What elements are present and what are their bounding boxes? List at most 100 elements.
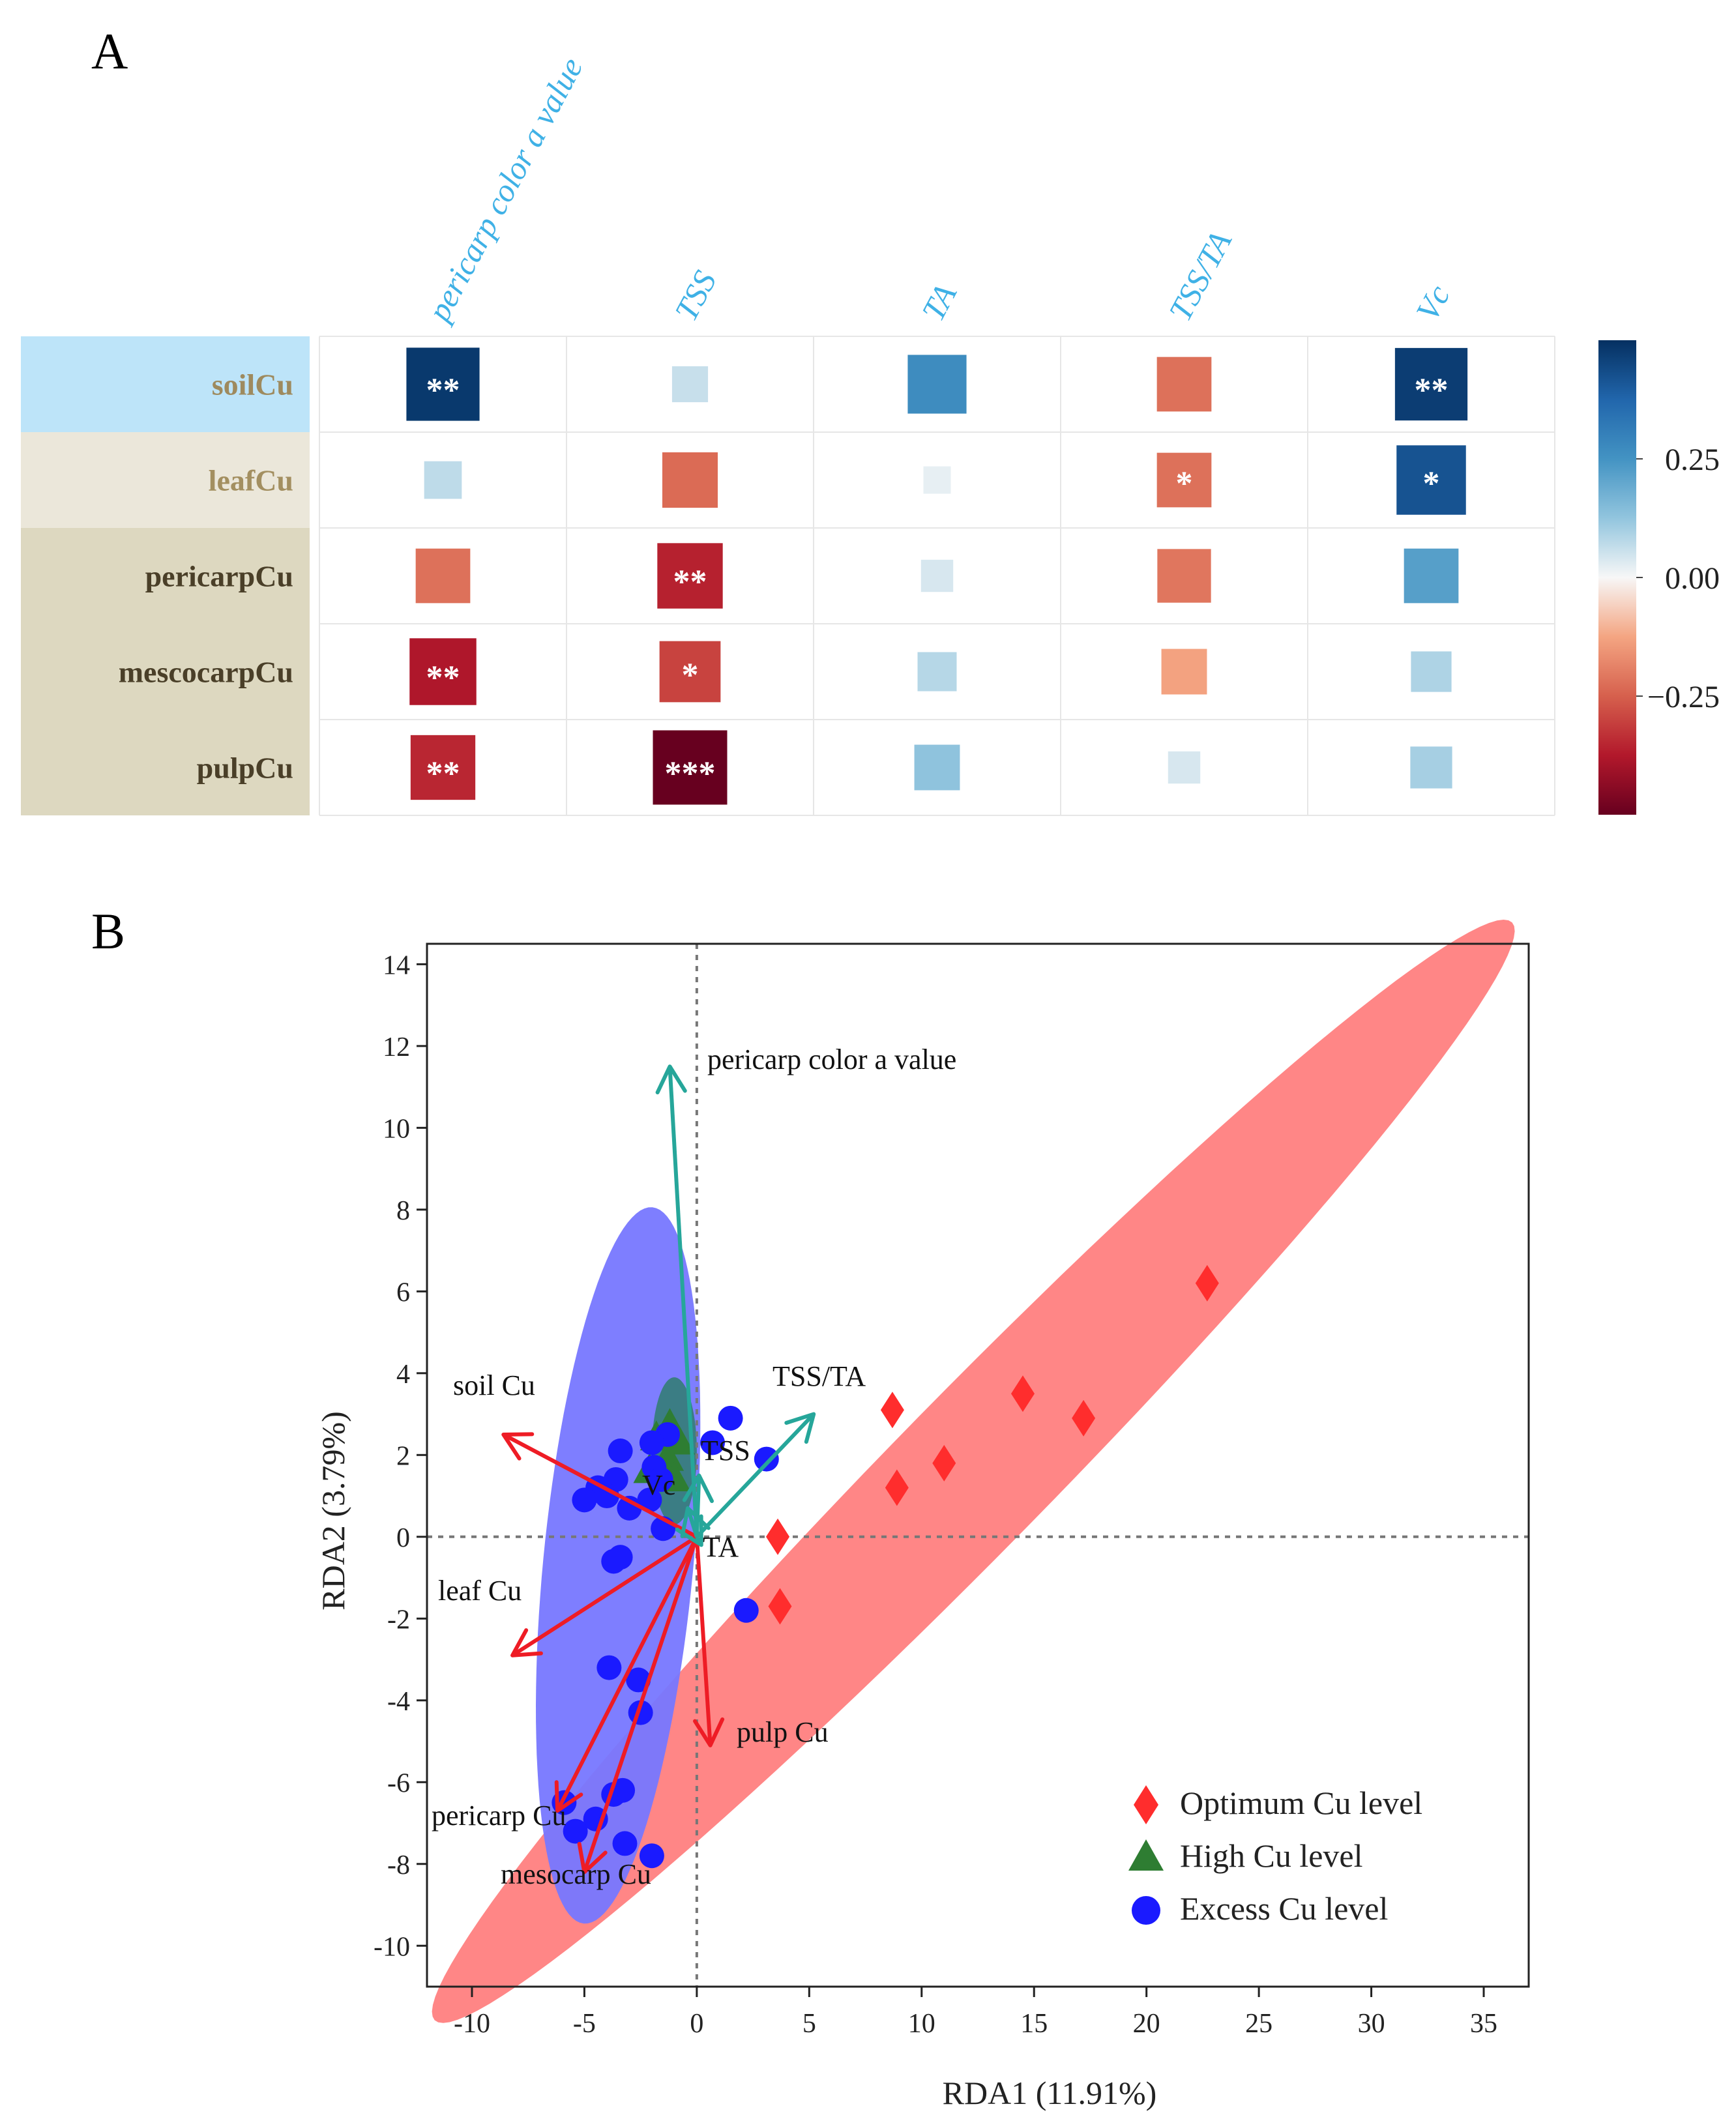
heatmap-cell [907,355,967,414]
vector-head [577,1842,608,1875]
vector-head [675,1514,703,1547]
row-label-bg [21,624,310,720]
x-tick-label: -10 [454,2009,490,2039]
legend-marker-high [1128,1839,1164,1871]
data-point-optimum [1010,1375,1035,1412]
row-label-leafcu: leafCu [209,464,293,497]
vector-shaft [502,1433,698,1539]
data-point-optimum [768,1588,792,1625]
row-label-bg [21,720,310,815]
heatmap-cell [923,466,951,494]
y-tick-label: -6 [387,1768,410,1798]
heatmap-cell [1410,746,1452,789]
vector-head [693,1717,725,1747]
y-axis-label: RDA2 (3.79%) [315,1411,351,1611]
heatmap-cell [914,744,960,791]
vector-arrow [693,1536,725,1747]
heatmap-cell [406,347,480,421]
heatmap-cell [662,452,718,508]
data-point-optimum [766,1518,790,1555]
data-point-excess [594,1483,619,1509]
vector-shaft [582,1536,699,1873]
data-point-excess [563,1818,588,1844]
y-tick-label: -2 [387,1605,410,1635]
vector-arrow [554,1536,699,1813]
data-point-optimum [1072,1399,1096,1437]
data-point-excess [572,1487,597,1513]
significance-mark: ** [426,372,460,409]
vector-head [784,1412,816,1444]
vector-shaft [686,1507,699,1538]
heatmap-cell [1156,357,1212,412]
colorbar-tick-label: 0.25 [1665,443,1720,477]
vector-shaft [511,1535,698,1657]
y-tick-label: 2 [396,1441,410,1471]
column-label: TSS/TA [1162,225,1239,327]
colorbar [1598,340,1636,815]
vector-label: mesocarp Cu [501,1858,651,1890]
column-label: pericarp color a value [419,51,589,328]
row-label-soilcu: soilCu [212,368,293,402]
vector-arrow [501,1432,698,1539]
vector-head [682,1473,714,1504]
heatmap-cell [1157,549,1211,603]
vector-shaft [555,1536,699,1812]
row-label-mescocarpcu: mescocarpCu [119,656,293,689]
vector-head [655,1064,687,1094]
y-tick-label: 14 [383,950,410,980]
vector-label: pericarp Cu [432,1800,566,1832]
y-tick-label: 12 [383,1032,410,1062]
vector-arrow [682,1473,714,1537]
heatmap-cell [659,641,721,703]
row-label-bg [21,528,310,624]
column-label: TSS [668,265,724,327]
heatmap-cell [653,730,728,805]
vector-arrow [510,1535,698,1657]
data-point-optimum [932,1444,956,1482]
data-point-excess [608,1438,633,1464]
data-point-excess [637,1487,662,1513]
data-point-excess [639,1430,664,1455]
x-tick-label: 35 [1470,2009,1497,2039]
heatmap-cell [1396,445,1466,515]
row-label-pericarpcu: pericarpCu [145,560,293,593]
vector-arrow [655,1064,699,1537]
vector-head [501,1432,535,1461]
rda-biplot: soil Cu leaf Cu pericarp Cu mesocarp Cu pulp… [315,920,1530,2111]
y-tick-label: 0 [396,1523,410,1553]
x-tick-label: 5 [802,2009,816,2039]
vector-label: TA [703,1531,739,1563]
heatmap-cell [1156,452,1212,508]
vector-arrow [577,1536,699,1875]
vector-label: soil Cu [453,1369,535,1401]
vector-head [554,1780,583,1813]
significance-mark: ** [426,755,460,793]
y-tick-label: 8 [396,1196,410,1226]
data-point-excess [617,1495,642,1521]
x-tick-label: 30 [1358,2009,1385,2039]
x-tick-label: -5 [573,2009,596,2039]
data-point-excess [596,1655,622,1680]
data-point-optimum [885,1469,909,1506]
colorbar-tick-label: 0.00 [1665,561,1720,596]
colorbar-tick-label: −0.25 [1647,680,1720,714]
significance-mark: * [1176,465,1193,503]
panel-b-label: B [91,903,125,959]
y-tick-label: -4 [387,1687,410,1717]
significance-mark: * [682,657,699,694]
vector-head [510,1628,543,1657]
significance-mark: ** [673,564,707,601]
data-point-optimum [1195,1264,1219,1302]
heatmap-cell [657,543,723,609]
row-label-bg [21,336,310,432]
heatmap-cell [424,461,462,499]
heatmap-cell [1168,751,1201,784]
significance-mark: ** [426,660,460,697]
vector-shaft [694,1475,701,1537]
heatmap-cell [920,559,954,592]
legend-marker-excess [1132,1896,1160,1925]
data-point-optimum [880,1392,904,1429]
y-tick-label: 10 [383,1114,410,1144]
legend: Optimum Cu level High Cu level Excess Cu l… [1128,1785,1422,1927]
x-tick-label: 10 [908,2009,935,2039]
